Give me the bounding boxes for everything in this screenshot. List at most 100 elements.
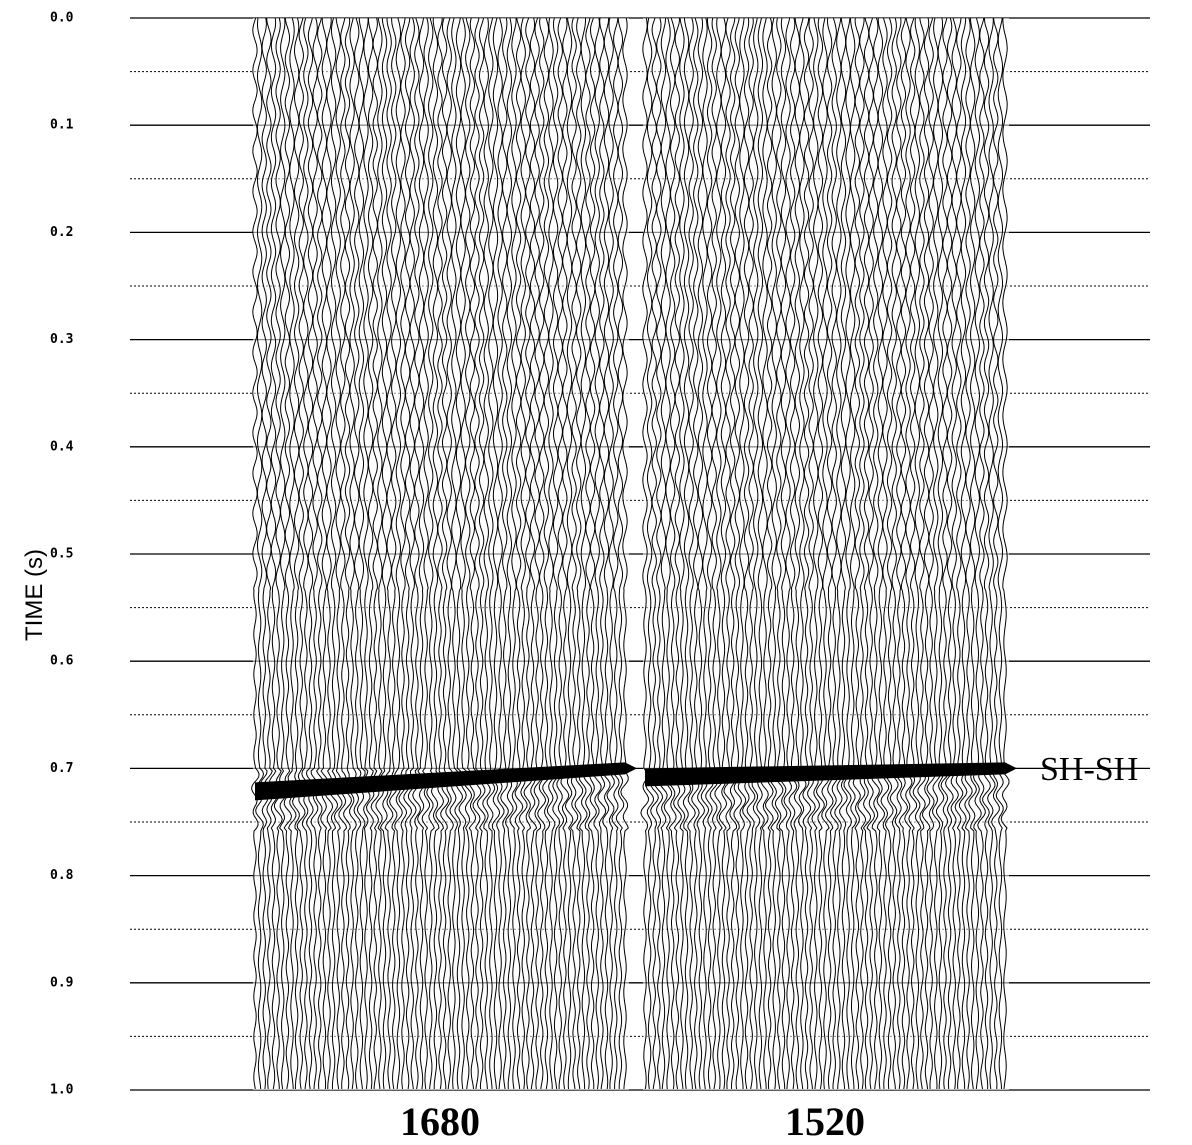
- trace: [398, 17, 408, 1090]
- trace: [821, 17, 830, 1090]
- trace: [305, 17, 314, 1090]
- trace: [940, 17, 950, 1090]
- trace: [412, 17, 421, 1090]
- event-band: [255, 762, 637, 801]
- trace: [259, 17, 269, 1090]
- trace: [783, 17, 793, 1090]
- trace: [426, 17, 435, 1090]
- trace: [687, 17, 696, 1090]
- trace: [944, 17, 954, 1090]
- event-band: [645, 762, 1017, 787]
- trace: [958, 18, 968, 1089]
- trace: [578, 18, 588, 1089]
- trace: [917, 17, 927, 1090]
- trace: [407, 17, 417, 1090]
- trace: [815, 17, 825, 1090]
- trace: [338, 17, 348, 1090]
- trace: [606, 17, 615, 1090]
- trace: [691, 17, 700, 1090]
- trace: [714, 17, 724, 1090]
- trace: [518, 17, 528, 1090]
- trace: [677, 17, 686, 1090]
- trace: [251, 17, 260, 1090]
- trace: [866, 17, 876, 1090]
- trace: [509, 18, 518, 1090]
- trace: [528, 17, 538, 1090]
- trace: [421, 17, 431, 1090]
- trace: [556, 17, 565, 1089]
- trace: [751, 17, 761, 1090]
- trace: [620, 17, 629, 1090]
- trace: [788, 17, 798, 1090]
- y-tick-label: 0.7: [50, 761, 73, 776]
- trace: [852, 17, 862, 1090]
- trace: [486, 17, 496, 1090]
- trace: [802, 17, 812, 1090]
- trace: [514, 17, 524, 1090]
- trace: [417, 17, 426, 1090]
- trace: [709, 17, 719, 1090]
- trace: [255, 17, 265, 1090]
- panel-label: 1680: [400, 1099, 480, 1144]
- trace: [682, 17, 692, 1090]
- trace: [807, 17, 816, 1090]
- trace: [301, 17, 311, 1090]
- trace: [476, 17, 486, 1090]
- trace: [287, 17, 297, 1090]
- trace: [935, 17, 945, 1089]
- trace: [315, 17, 325, 1090]
- panel-label: 1520: [785, 1099, 865, 1144]
- event-label: SH-SH: [1040, 751, 1138, 788]
- trace: [742, 17, 751, 1090]
- trace: [333, 17, 343, 1090]
- trace: [454, 17, 463, 1090]
- trace: [889, 17, 899, 1090]
- y-tick-label: 0.3: [50, 332, 73, 347]
- trace: [764, 17, 774, 1090]
- trace: [574, 17, 584, 1090]
- trace: [468, 17, 477, 1090]
- trace: [884, 17, 894, 1090]
- trace: [904, 17, 913, 1090]
- y-axis-label: TIME (s): [21, 549, 48, 641]
- trace: [778, 17, 788, 1090]
- trace: [310, 17, 319, 1090]
- trace: [365, 18, 375, 1090]
- trace: [296, 17, 306, 1090]
- trace: [597, 17, 607, 1090]
- trace: [343, 17, 353, 1090]
- trace: [922, 17, 931, 1090]
- trace: [733, 17, 743, 1090]
- trace: [972, 17, 982, 1090]
- trace: [843, 17, 853, 1090]
- trace: [278, 17, 288, 1090]
- panel: [640, 17, 1017, 1090]
- trace: [825, 17, 834, 1090]
- trace: [718, 17, 728, 1090]
- trace: [482, 17, 491, 1090]
- trace: [569, 17, 579, 1090]
- trace: [552, 17, 561, 1090]
- trace: [926, 17, 936, 1090]
- panel: [251, 17, 637, 1090]
- trace: [348, 17, 357, 1090]
- trace: [291, 17, 301, 1090]
- trace: [320, 17, 329, 1090]
- trace: [324, 17, 334, 1089]
- trace: [774, 17, 784, 1090]
- trace: [370, 17, 380, 1090]
- trace: [449, 17, 459, 1090]
- trace: [394, 17, 403, 1090]
- trace: [737, 17, 747, 1090]
- trace: [659, 17, 668, 1090]
- trace: [329, 17, 339, 1090]
- trace: [500, 17, 509, 1090]
- trace: [495, 17, 505, 1090]
- trace: [650, 17, 659, 1090]
- trace: [839, 17, 848, 1090]
- trace: [542, 17, 552, 1090]
- trace: [445, 17, 454, 1090]
- trace: [654, 17, 664, 1090]
- trace: [729, 17, 738, 1090]
